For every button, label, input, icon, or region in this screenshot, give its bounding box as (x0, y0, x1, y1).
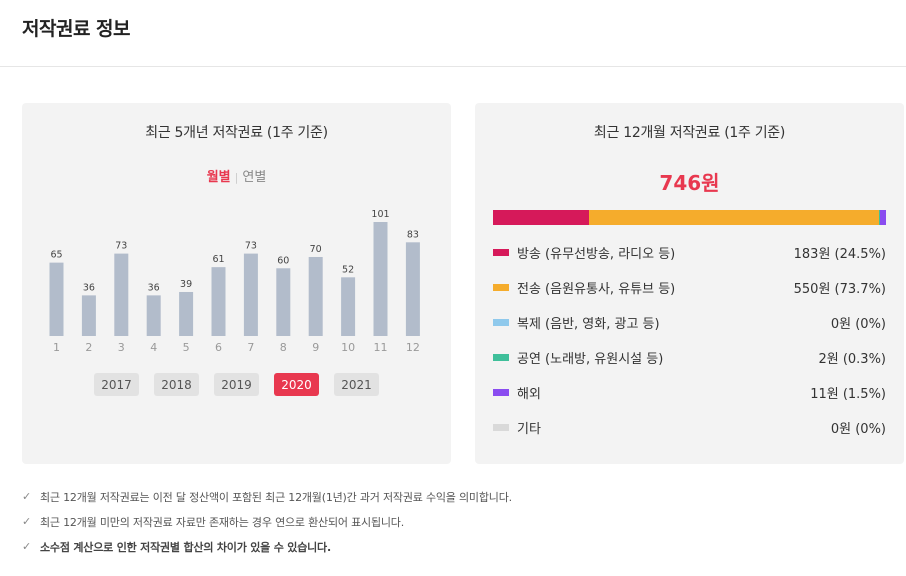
note-text: 최근 12개월 미만의 저작권료 자료만 존재하는 경우 연으로 환산되어 표시… (40, 515, 405, 529)
legend-value: 183원 (24.5%) (793, 247, 886, 262)
legend-swatch (493, 249, 509, 256)
royalty-legend: 방송 (유무선방송, 라디오 등) 183원 (24.5%) 전송 (음원유통사, … (493, 235, 886, 445)
year-button-2021[interactable]: 2021 (334, 373, 379, 396)
legend-row: 기타 0원 (0%) (493, 410, 886, 445)
note-item: ✓ 최근 12개월 미만의 저작권료 자료만 존재하는 경우 연으로 환산되어 표… (22, 509, 512, 534)
x-tick-label: 12 (406, 341, 420, 354)
stack-segment-3 (878, 210, 881, 225)
legend-swatch (493, 319, 509, 326)
legend-value: 0원 (0%) (830, 317, 886, 332)
legend-row: 공연 (노래방, 유원시설 등) 2원 (0.3%) (493, 340, 886, 375)
bar-value-label: 65 (50, 250, 62, 261)
bar-month-5 (179, 291, 194, 336)
bar-month-10 (341, 277, 356, 336)
stack-segment-0 (493, 210, 590, 225)
stack-segment-1 (589, 210, 879, 225)
year-selector: 2017 2018 2019 2020 2021 (22, 373, 451, 396)
note-text: 최근 12개월 저작권료는 이전 달 정산액이 포함된 최근 12개월(1년)간… (40, 490, 512, 504)
monthly-toggle[interactable]: 월별 (206, 170, 231, 185)
header-divider (0, 66, 906, 67)
bar-month-3 (114, 253, 129, 336)
legend-swatch (493, 354, 509, 361)
x-tick-label: 11 (374, 341, 388, 354)
bar-month-6 (211, 267, 226, 336)
bar-value-label: 60 (277, 255, 289, 266)
legend-label: 해외 (517, 387, 541, 402)
bar-month-7 (243, 253, 258, 336)
stack-segment-4 (880, 210, 886, 225)
bar-value-label: 39 (180, 279, 192, 290)
x-tick-label: 8 (280, 341, 287, 354)
legend-row: 해외 11원 (1.5%) (493, 375, 886, 410)
total-royalty: 746원 (659, 171, 720, 195)
legend-label: 공연 (노래방, 유원시설 등) (517, 352, 664, 367)
bar-value-label: 52 (342, 264, 354, 275)
legend-swatch (493, 284, 509, 291)
bar-month-2 (81, 295, 96, 336)
bar-month-8 (276, 268, 291, 336)
year-button-2018[interactable]: 2018 (154, 373, 199, 396)
note-item: ✓ 최근 12개월 저작권료는 이전 달 정산액이 포함된 최근 12개월(1년)… (22, 484, 512, 509)
legend-row: 전송 (음원유통사, 유튜브 등) 550원 (73.7%) (493, 270, 886, 305)
x-tick-label: 4 (150, 341, 157, 354)
legend-value: 0원 (0%) (830, 422, 886, 437)
legend-label: 전송 (음원유통사, 유튜브 등) (517, 282, 676, 297)
bar-month-1 (49, 262, 64, 336)
legend-label: 방송 (유무선방송, 라디오 등) (517, 247, 676, 262)
legend-label: 복제 (음반, 영화, 광고 등) (517, 317, 660, 332)
check-icon: ✓ (22, 515, 32, 528)
notes-list: ✓ 최근 12개월 저작권료는 이전 달 정산액이 포함된 최근 12개월(1년)… (22, 484, 512, 559)
bar-value-label: 36 (148, 282, 160, 293)
x-tick-label: 6 (215, 341, 222, 354)
bar-value-label: 73 (115, 241, 127, 252)
x-tick-label: 1 (53, 341, 60, 354)
twelve-month-card-title: 최근 12개월 저작권료 (1주 기준) (593, 125, 786, 141)
twelve-month-royalty-card: 최근 12개월 저작권료 (1주 기준) 746원 방송 (유무선방송, 라디오… (475, 103, 904, 464)
year-button-2020[interactable]: 2020 (274, 373, 319, 396)
bar-value-label: 61 (212, 254, 224, 265)
five-year-card-title: 최근 5개년 저작권료 (1주 기준) (145, 125, 328, 141)
legend-value: 11원 (1.5%) (810, 387, 886, 402)
legend-label: 기타 (517, 422, 541, 437)
legend-value: 2원 (0.3%) (818, 352, 886, 367)
page-title: 저작권료 정보 (22, 18, 131, 40)
legend-swatch (493, 389, 509, 396)
year-button-2019[interactable]: 2019 (214, 373, 259, 396)
toggle-separator: | (234, 171, 239, 184)
bar-month-4 (146, 295, 161, 336)
five-year-royalty-card: 최근 5개년 저작권료 (1주 기준) 월별 | 연별 65 1 36 2 73 3 36 4 39… (22, 103, 451, 464)
check-icon: ✓ (22, 540, 32, 553)
bar-month-12 (405, 242, 420, 336)
year-button-2017[interactable]: 2017 (94, 373, 139, 396)
royalty-stacked-bar (493, 210, 886, 225)
x-tick-label: 2 (85, 341, 92, 354)
monthly-bar-chart: 65 1 36 2 73 3 36 4 39 5 61 6 73 7 60 8 70 9 52 10 101 11 83 12 (49, 209, 420, 354)
note-text: 소수점 계산으로 인한 저작권별 합산의 차이가 있을 수 있습니다. (40, 540, 331, 554)
x-tick-label: 10 (341, 341, 355, 354)
legend-swatch (493, 424, 509, 431)
note-item: ✓ 소수점 계산으로 인한 저작권별 합산의 차이가 있을 수 있습니다. (22, 534, 512, 559)
bar-value-label: 101 (371, 209, 389, 220)
bar-value-label: 70 (310, 244, 322, 255)
bar-value-label: 73 (245, 241, 257, 252)
period-toggle: 월별 | 연별 (22, 166, 451, 185)
x-tick-label: 9 (312, 341, 319, 354)
bar-value-label: 36 (83, 282, 95, 293)
x-tick-label: 5 (183, 341, 190, 354)
legend-row: 방송 (유무선방송, 라디오 등) 183원 (24.5%) (493, 235, 886, 270)
bar-month-9 (308, 256, 323, 336)
x-tick-label: 7 (247, 341, 254, 354)
check-icon: ✓ (22, 490, 32, 503)
x-tick-label: 3 (118, 341, 125, 354)
legend-value: 550원 (73.7%) (793, 282, 886, 297)
bar-month-11 (373, 222, 388, 336)
bar-value-label: 83 (407, 229, 419, 240)
legend-row: 복제 (음반, 영화, 광고 등) 0원 (0%) (493, 305, 886, 340)
yearly-toggle[interactable]: 연별 (242, 170, 267, 185)
